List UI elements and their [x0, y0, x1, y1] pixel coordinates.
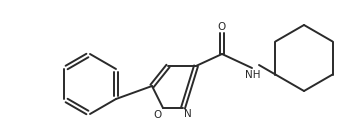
Text: O: O — [218, 22, 226, 32]
Text: NH: NH — [245, 70, 261, 80]
Text: O: O — [154, 110, 162, 120]
Text: N: N — [184, 109, 192, 119]
